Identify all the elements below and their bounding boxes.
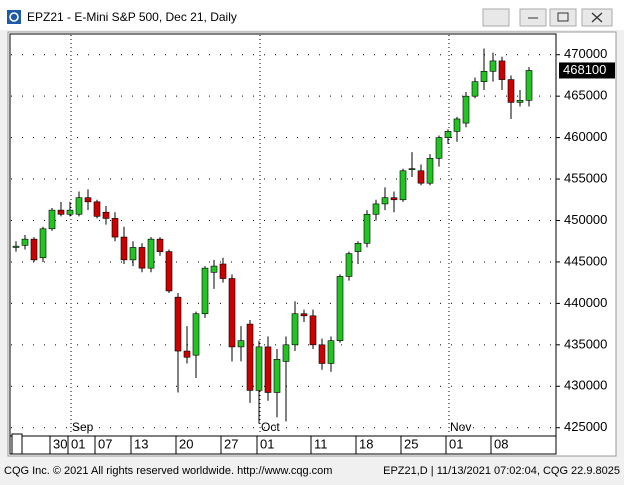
candle-body bbox=[48, 209, 56, 230]
x-tick-label: 25 bbox=[404, 436, 418, 451]
candle-body bbox=[30, 238, 38, 261]
candle-body bbox=[408, 168, 416, 170]
candle-body bbox=[345, 253, 353, 277]
candle-body bbox=[93, 201, 101, 217]
app-icon-glyph bbox=[9, 12, 19, 22]
candle-body bbox=[228, 278, 236, 348]
candle-body bbox=[327, 340, 335, 364]
y-tick-label: 450000 bbox=[564, 212, 607, 227]
candle-body bbox=[165, 251, 173, 292]
x-tick-label: 07 bbox=[98, 436, 112, 451]
candle-body bbox=[417, 170, 425, 184]
candle-body bbox=[246, 323, 254, 391]
x-tick-label: 18 bbox=[359, 436, 373, 451]
candle-body bbox=[273, 359, 281, 393]
footer-right: EPZ21,D | 11/13/2021 07:02:04, CQG 22.9.… bbox=[383, 465, 620, 477]
y-tick-label: 440000 bbox=[564, 295, 607, 310]
window-title: EPZ21 - E-Mini S&P 500, Dec 21, Daily bbox=[27, 10, 237, 24]
candle-body bbox=[354, 242, 362, 252]
x-tick-label: 08 bbox=[494, 436, 508, 451]
last-price-box bbox=[559, 62, 615, 79]
candle-body bbox=[57, 209, 65, 215]
candle-body bbox=[300, 313, 308, 317]
candle-body bbox=[192, 313, 200, 356]
date-axis bbox=[9, 435, 557, 455]
candle-body bbox=[75, 197, 83, 215]
candle-body bbox=[111, 218, 119, 238]
candle-body bbox=[471, 81, 479, 97]
candle-body bbox=[129, 247, 137, 261]
candle-body bbox=[336, 276, 344, 341]
candle-body bbox=[462, 95, 470, 124]
y-tick-label: 430000 bbox=[564, 378, 607, 393]
candle-body bbox=[435, 137, 443, 159]
candle-body bbox=[210, 265, 218, 273]
close-glyph bbox=[591, 12, 603, 23]
candle-body bbox=[381, 197, 389, 205]
x-tick-label: 01 bbox=[71, 436, 85, 451]
maximize-glyph bbox=[557, 12, 569, 22]
month-label: Nov bbox=[450, 420, 471, 434]
y-tick-label: 435000 bbox=[564, 336, 607, 351]
candle-body bbox=[525, 70, 533, 101]
y-tick-label: 425000 bbox=[564, 419, 607, 434]
candle-body bbox=[255, 346, 263, 391]
y-tick-label: 445000 bbox=[564, 253, 607, 268]
link-button[interactable] bbox=[482, 8, 510, 27]
month-label: Sep bbox=[72, 420, 94, 434]
candle-body bbox=[498, 60, 506, 80]
candle-body bbox=[264, 346, 272, 393]
candle-body bbox=[291, 313, 299, 346]
candle-body bbox=[480, 70, 488, 82]
app-icon bbox=[7, 10, 21, 24]
last-price-label: 468100 bbox=[563, 62, 606, 77]
candle-body bbox=[372, 203, 380, 215]
y-tick-label: 470000 bbox=[564, 46, 607, 61]
candle-body bbox=[237, 340, 245, 348]
x-tick-label: 01 bbox=[449, 436, 463, 451]
x-tick-label: 01 bbox=[260, 436, 274, 451]
candle-body bbox=[363, 213, 371, 244]
candle-body bbox=[318, 344, 326, 364]
candle-body bbox=[156, 238, 164, 252]
candle-body bbox=[516, 100, 524, 103]
candle-body bbox=[174, 296, 182, 352]
x-tick-label: 13 bbox=[134, 436, 148, 451]
candle-body bbox=[21, 238, 29, 246]
candle-body bbox=[39, 228, 47, 259]
candle-body bbox=[183, 350, 191, 358]
x-tick-label: 27 bbox=[224, 436, 238, 451]
x-tick-label: 20 bbox=[179, 436, 193, 451]
candle-body bbox=[147, 238, 155, 269]
candle-body bbox=[507, 79, 515, 103]
x-tick-label: 11 bbox=[314, 436, 328, 451]
candle-body bbox=[138, 247, 146, 269]
candle-body bbox=[444, 131, 452, 138]
y-tick-label: 455000 bbox=[564, 170, 607, 185]
candle-body bbox=[201, 267, 209, 315]
candle-body bbox=[120, 236, 128, 261]
candle-body bbox=[309, 315, 317, 346]
candle-body bbox=[219, 263, 227, 279]
maximize-button[interactable] bbox=[549, 8, 577, 27]
candle-body bbox=[66, 209, 74, 215]
footer-left: CQG Inc. © 2021 All rights reserved worl… bbox=[4, 465, 332, 477]
candle-body bbox=[453, 118, 461, 132]
candle-body bbox=[12, 245, 20, 248]
candle-body bbox=[426, 158, 434, 184]
candle-body bbox=[399, 170, 407, 201]
scroll-handle[interactable] bbox=[11, 433, 23, 455]
x-tick-label: 30 bbox=[53, 436, 67, 451]
month-label: Oct bbox=[261, 420, 280, 434]
y-tick-label: 460000 bbox=[564, 129, 607, 144]
candle-body bbox=[489, 60, 497, 72]
candle-body bbox=[390, 197, 398, 201]
candle-body bbox=[282, 344, 290, 362]
candle-body bbox=[84, 197, 92, 203]
candle-body bbox=[102, 211, 110, 219]
y-tick-label: 465000 bbox=[564, 88, 607, 103]
